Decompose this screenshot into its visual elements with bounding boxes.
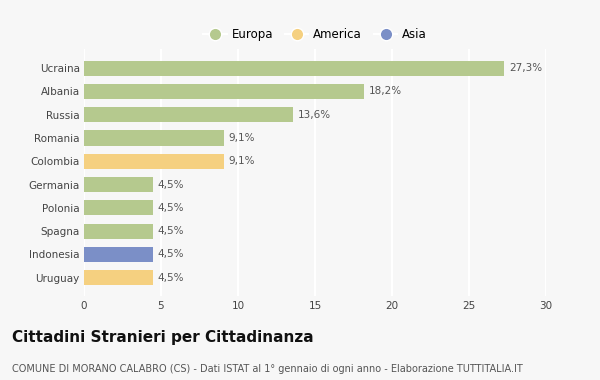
Bar — [84, 200, 154, 215]
Bar — [84, 247, 154, 262]
Text: 4,5%: 4,5% — [158, 203, 184, 213]
Text: 4,5%: 4,5% — [158, 272, 184, 283]
Text: Cittadini Stranieri per Cittadinanza: Cittadini Stranieri per Cittadinanza — [12, 330, 314, 345]
Bar — [84, 223, 154, 239]
Text: 4,5%: 4,5% — [158, 179, 184, 190]
Bar — [84, 84, 364, 99]
Bar — [84, 107, 293, 122]
Bar — [84, 61, 505, 76]
Text: 27,3%: 27,3% — [509, 63, 542, 73]
Text: 4,5%: 4,5% — [158, 249, 184, 259]
Text: 4,5%: 4,5% — [158, 226, 184, 236]
Text: 18,2%: 18,2% — [369, 87, 402, 97]
Text: 13,6%: 13,6% — [298, 110, 331, 120]
Legend: Europa, America, Asia: Europa, America, Asia — [199, 23, 431, 46]
Bar — [84, 270, 154, 285]
Text: 9,1%: 9,1% — [229, 156, 255, 166]
Text: COMUNE DI MORANO CALABRO (CS) - Dati ISTAT al 1° gennaio di ogni anno - Elaboraz: COMUNE DI MORANO CALABRO (CS) - Dati IST… — [12, 364, 523, 374]
Bar — [84, 154, 224, 169]
Text: 9,1%: 9,1% — [229, 133, 255, 143]
Bar — [84, 177, 154, 192]
Bar — [84, 130, 224, 146]
